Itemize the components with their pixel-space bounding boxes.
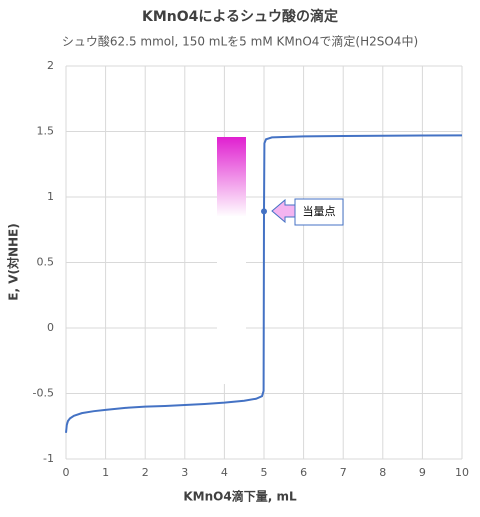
callout-label: 当量点 bbox=[303, 204, 336, 218]
x-tick-label: 7 bbox=[340, 466, 347, 479]
callout-box bbox=[294, 198, 344, 226]
x-tick-label: 8 bbox=[379, 466, 386, 479]
y-tick-label: 1.5 bbox=[37, 125, 55, 138]
x-tick-label: 3 bbox=[181, 466, 188, 479]
highlight-gradient bbox=[217, 137, 246, 217]
y-tick-label: -0.5 bbox=[33, 387, 54, 400]
equivalence-point bbox=[261, 208, 267, 215]
y-tick-label: -1 bbox=[43, 452, 54, 465]
x-tick-label: 5 bbox=[261, 466, 268, 479]
x-tick-label: 9 bbox=[419, 466, 426, 479]
x-tick-label: 4 bbox=[221, 466, 228, 479]
x-tick-label: 2 bbox=[142, 466, 149, 479]
chart-subtitle: シュウ酸62.5 mmol, 150 mLを5 mM KMnO4で滴定(H2SO… bbox=[62, 34, 418, 49]
y-tick-label: 2 bbox=[47, 59, 54, 72]
y-tick-label: 1 bbox=[47, 190, 54, 203]
x-tick-label: 1 bbox=[102, 466, 109, 479]
data-line bbox=[65, 134, 463, 433]
y-axis-label: E, V(対NHE) bbox=[6, 223, 21, 300]
x-tick-label: 0 bbox=[63, 466, 70, 479]
y-tick-label: 0 bbox=[47, 321, 54, 334]
plot bbox=[65, 134, 463, 433]
x-axis-label: KMnO4滴下量, mL bbox=[183, 489, 297, 504]
y-tick-label: 0.5 bbox=[37, 256, 55, 269]
chart-title: KMnO4によるシュウ酸の滴定 bbox=[142, 8, 338, 25]
grid bbox=[65, 65, 463, 460]
x-tick-label: 6 bbox=[300, 466, 307, 479]
x-tick-label: 10 bbox=[455, 466, 469, 479]
highlight-white bbox=[217, 216, 246, 384]
